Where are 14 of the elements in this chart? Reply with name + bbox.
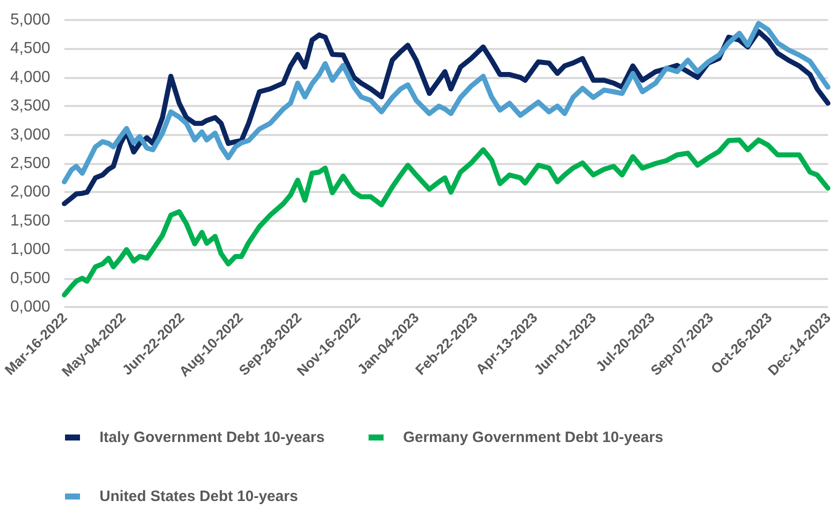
y-tick-label: 1,500 (10, 212, 50, 230)
legend-label: Germany Government Debt 10-years (403, 429, 664, 446)
y-tick-label: 1,000 (10, 241, 50, 258)
y-tick-label: 0,500 (10, 270, 50, 287)
y-tick-label: 4,000 (10, 68, 50, 86)
y-tick-label: 2,500 (10, 155, 50, 172)
y-tick-label: 3,500 (10, 98, 50, 115)
y-tick-label: 2,000 (10, 184, 50, 201)
y-tick-label: 3,000 (10, 126, 50, 144)
y-tick-label: 5,000 (10, 12, 50, 28)
y-tick-label: 0,000 (10, 298, 50, 316)
legend-label: United States Debt 10-years (100, 488, 298, 505)
y-tick-label: 4,500 (10, 40, 50, 58)
legend-label: Italy Government Debt 10-years (100, 429, 325, 446)
